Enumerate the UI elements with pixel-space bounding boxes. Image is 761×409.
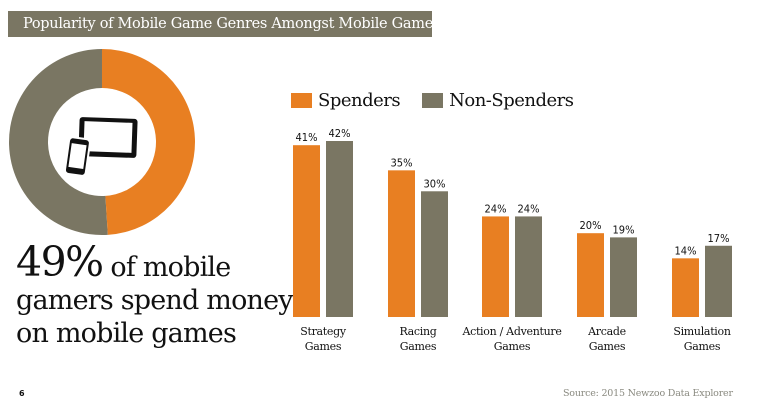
headline-line3: on mobile games [16,318,237,349]
legend-item-spenders: Spenders [291,90,401,111]
bar-non-spenders-4 [705,245,732,317]
data-label: 35% [391,156,413,169]
legend-swatch-non-spenders [422,93,444,108]
data-label: 19% [613,223,635,236]
donut-chart [8,49,195,236]
donut-segment-spenders [102,49,195,235]
category-label: Racing Games [399,325,436,353]
category-label: Strategy Games [300,325,347,353]
data-label: 20% [580,219,602,232]
bar-spenders-2 [482,216,509,317]
data-label: 30% [424,177,446,190]
bar-non-spenders-2 [515,216,542,317]
bar-non-spenders-0 [326,141,353,317]
headline-line2: gamers spend money [16,285,294,316]
chart-legend: Spenders Non-Spenders [291,90,596,111]
legend-label-non-spenders: Non-Spenders [449,90,574,111]
data-label: 41% [296,131,318,144]
data-label: 24% [485,202,507,215]
category-label: Arcade Games [587,325,626,353]
headline-percent: 49% [16,238,104,286]
data-label: 17% [708,232,730,245]
legend-label-spenders: Spenders [318,90,401,111]
data-label: 24% [518,202,540,215]
bar-spenders-4 [672,258,699,317]
page-title: Popularity of Mobile Game Genres Amongst… [8,11,447,37]
page-number: 6 [19,389,25,398]
bar-spenders-1 [388,170,415,317]
tablet-and-phone-icon [63,117,138,177]
headline-line1: of mobile [102,252,231,283]
category-label: Action / Adventure Games [461,325,561,353]
category-label: Simulation Games [673,325,731,353]
donut-segment-non-spenders [8,49,108,236]
bar-spenders-0 [293,145,320,317]
legend-swatch-spenders [291,93,312,108]
bar-spenders-3 [577,233,604,317]
source-note: Source: 2015 Newzoo Data Explorer [563,388,733,399]
legend-item-non-spenders: Non-Spenders [422,90,574,111]
bar-non-spenders-1 [421,191,448,317]
data-label: 14% [675,244,697,257]
headline-statement: 49% of mobile gamers spend money on mobi… [16,242,316,350]
data-label: 42% [329,127,351,140]
bar-non-spenders-3 [610,237,637,317]
